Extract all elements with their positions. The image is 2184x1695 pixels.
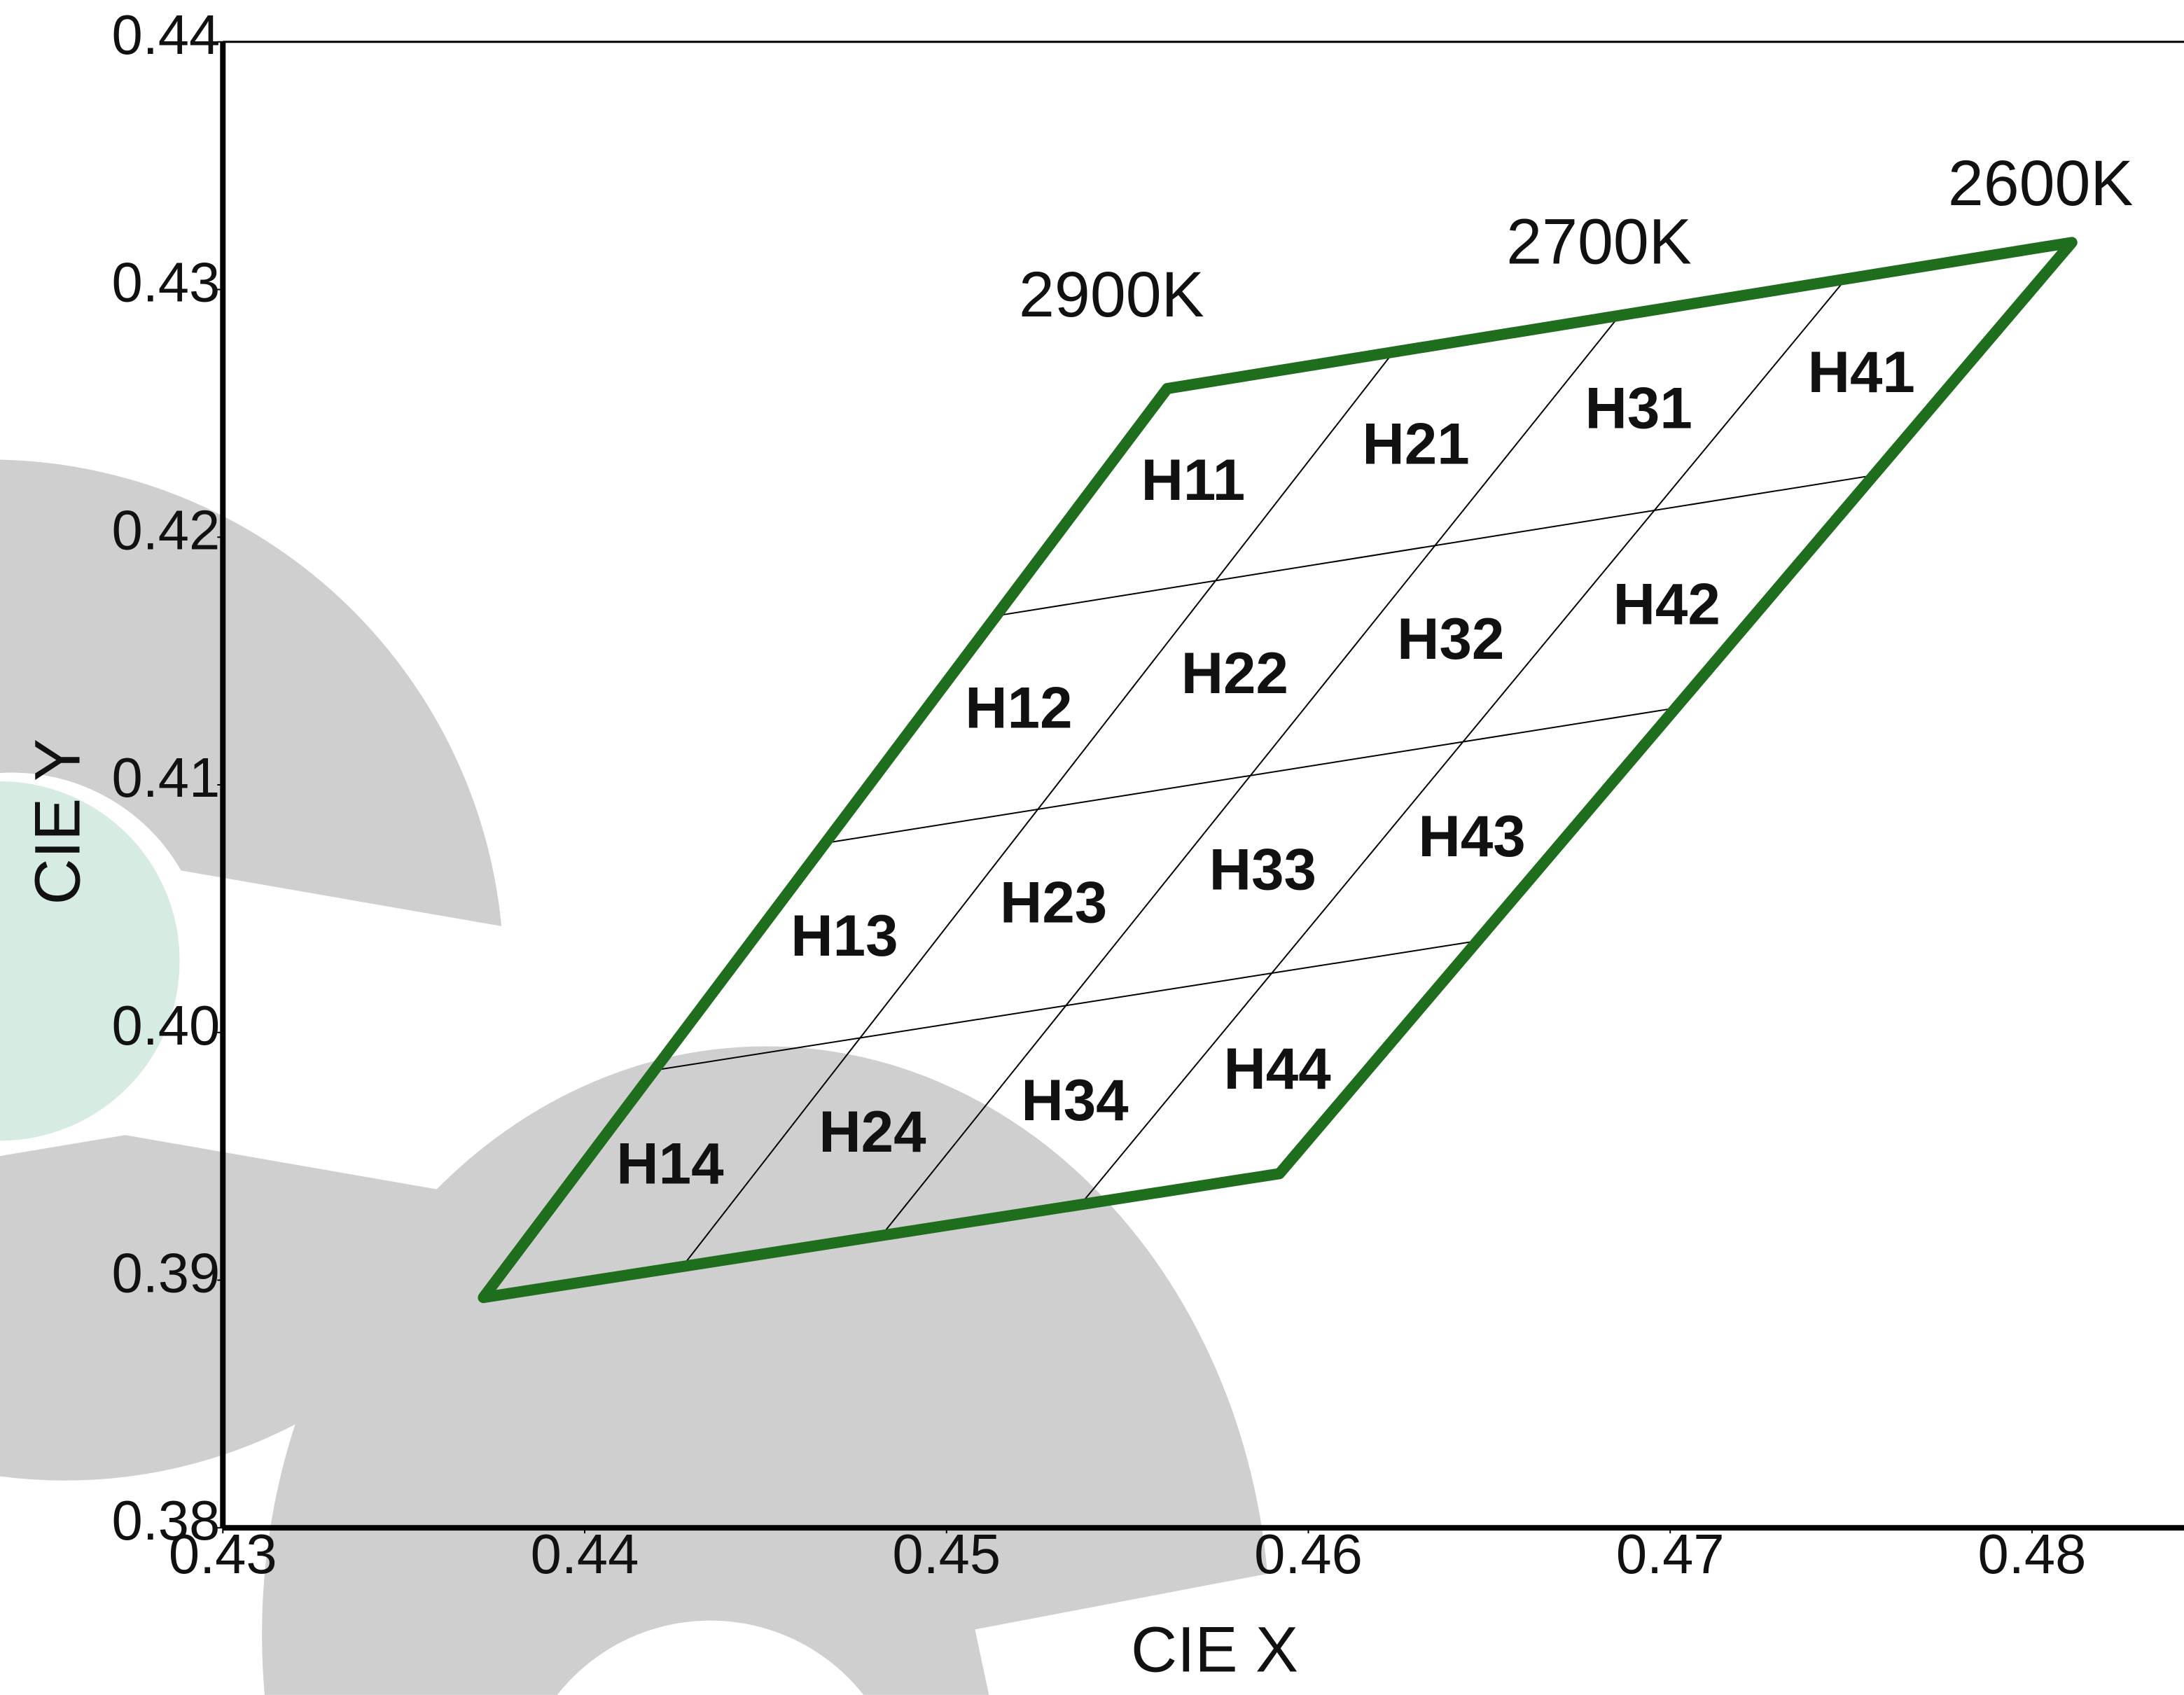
y-tick-label: 0.44: [111, 4, 220, 66]
bin-label: H33: [1209, 836, 1316, 902]
bin-label: H11: [1141, 447, 1246, 512]
y-tick-label: 0.42: [111, 498, 220, 561]
x-tick-label: 0.44: [531, 1523, 639, 1585]
bin-label: H13: [791, 902, 898, 968]
bin-label: H24: [819, 1098, 926, 1164]
y-tick-label: 0.39: [111, 1242, 220, 1304]
x-tick-label: 0.47: [1616, 1523, 1725, 1585]
bin-label: H31: [1585, 375, 1692, 440]
bin-outline: [478, 237, 2078, 1304]
cct-label: 2600K: [1948, 148, 2134, 219]
y-tick-label: 0.40: [111, 994, 220, 1056]
x-axis-title: CIE X: [1131, 1614, 1298, 1685]
bin-divider: [654, 940, 1478, 1071]
bin-label: H22: [1181, 640, 1288, 706]
bin-label: H41: [1808, 339, 1915, 405]
bin-label: H42: [1613, 571, 1720, 637]
bin-label: H44: [1223, 1035, 1330, 1101]
x-tick-label: 0.46: [1254, 1523, 1363, 1585]
bin-label: H43: [1419, 803, 1526, 869]
cct-label: 2900K: [1019, 259, 1204, 330]
x-tick-label: 0.45: [892, 1523, 1001, 1585]
y-tick-label: 0.38: [111, 1489, 220, 1551]
bin-label: H14: [616, 1130, 723, 1196]
bin-label: H21: [1362, 411, 1469, 477]
bin-divider: [825, 707, 1676, 844]
bin-label: H34: [1021, 1067, 1128, 1133]
x-tick-label: 0.48: [1978, 1523, 2087, 1585]
bin-label: H12: [965, 674, 1072, 740]
cct-label: 2700K: [1506, 206, 1692, 277]
y-tick-label: 0.43: [111, 251, 220, 314]
bin-label: H32: [1397, 606, 1504, 671]
y-axis-title: CIE Y: [22, 739, 94, 905]
x-tick-label: 0.43: [169, 1523, 277, 1585]
bin-label: H23: [1000, 870, 1107, 935]
bin-divider: [996, 474, 1875, 617]
y-tick-label: 0.41: [111, 746, 220, 809]
